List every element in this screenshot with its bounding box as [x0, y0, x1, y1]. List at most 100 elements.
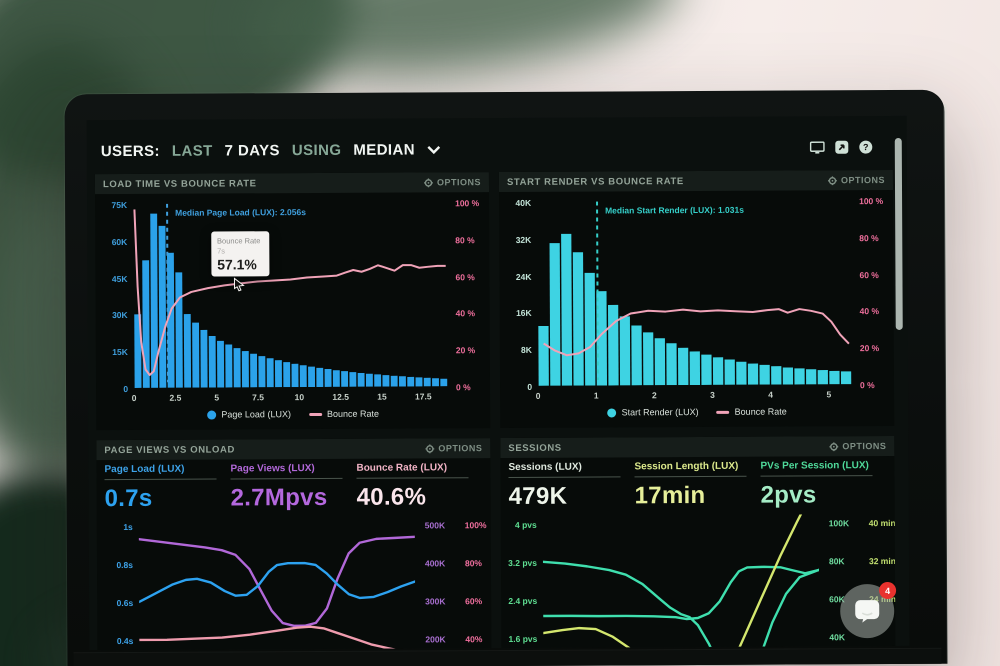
options-button[interactable]: OPTIONS: [827, 175, 885, 186]
median-annotation: Median Page Load (LUX): 2.056s: [175, 207, 306, 218]
axis-tick: 5: [214, 392, 220, 403]
legend: Page Load (LUX) Bounce Rate: [96, 408, 490, 420]
metric-label: PVs Per Session (LUX): [760, 460, 873, 477]
metric: Page Load (LUX) 0.7s: [104, 463, 230, 518]
axis-tick: 40K: [515, 197, 532, 208]
panel-title: LOAD TIME VS BOUNCE RATE: [102, 177, 257, 190]
header-title-segment: MEDIAN: [353, 140, 415, 159]
share-icon[interactable]: [835, 140, 849, 154]
legend-line-marker: [716, 410, 730, 414]
tooltip-x-value: 7s: [217, 246, 226, 256]
legend-label: Bounce Rate: [734, 406, 787, 417]
axis-tick: 1.6 pvs: [508, 633, 538, 644]
metric-value: 40.6%: [356, 483, 427, 511]
right-axis-pair: 200K 40%: [425, 634, 482, 644]
right-axis-pair: 400K 80%: [425, 558, 482, 568]
metric: Bounce Rate (LUX) 40.6%: [356, 462, 482, 517]
options-button[interactable]: OPTIONS: [425, 443, 482, 453]
panel-load-time-vs-bounce-rate: LOAD TIME VS BOUNCE RATE OPTIONS 75K 60K 4…: [94, 172, 491, 431]
axis-tick: 100 %: [859, 196, 884, 207]
metric-label: Page Views (LUX): [230, 462, 343, 480]
header-title-segment: LAST: [171, 142, 213, 160]
plot: [542, 514, 820, 649]
legend-item[interactable]: Bounce Rate: [308, 409, 379, 419]
metric-label: Sessions (LUX): [508, 461, 621, 478]
axis-tick: 32 min: [868, 555, 896, 567]
axis-tick: 2.5: [169, 392, 182, 403]
panel-header: SESSIONS OPTIONS: [500, 435, 895, 459]
axis-tick: 1: [593, 390, 599, 401]
axis-tick: 24K: [515, 271, 532, 282]
laptop-bezel: [73, 647, 942, 666]
metric: Page Views (LUX) 2.7Mpvs: [230, 462, 356, 518]
chat-unread-badge: 4: [879, 581, 897, 600]
axis-tick: 15: [377, 391, 387, 402]
legend-item[interactable]: Page Load (LUX): [207, 409, 291, 419]
metric-row: Page Load (LUX) 0.7s Page Views (LUX) 2.7Mp…: [104, 462, 482, 518]
header-title-segment: USERS:: [100, 142, 160, 160]
axis-tick: 3: [710, 389, 715, 400]
right-axis-pair: 500K 100%: [425, 520, 487, 530]
metric-row: Sessions (LUX) 479K Session Length (LUX) 17…: [508, 460, 886, 516]
plot: [133, 203, 448, 388]
options-label: OPTIONS: [840, 175, 885, 186]
options-label: OPTIONS: [842, 441, 887, 452]
axis-tick: 0 %: [456, 382, 471, 393]
axis-tick: 2: [651, 390, 657, 401]
axis-tick: 10: [294, 392, 305, 403]
header-title-segment: USING: [291, 141, 342, 159]
axis-tick: 300K: [425, 596, 446, 607]
axis-tick: 0: [131, 392, 137, 403]
chevron-down-icon: [427, 145, 441, 154]
hover-tooltip: Bounce Rate 7s 57.1%: [210, 231, 270, 277]
legend-line-marker: [308, 412, 322, 416]
chart-area: 4 pvs 3.2 pvs 2.4 pvs 1.6 pvs 100K 40 min 80K 3…: [501, 514, 896, 649]
axis-tick: 8K: [520, 345, 532, 356]
axis-tick: 5: [826, 389, 832, 400]
axis-tick: 45K: [111, 273, 128, 284]
svg-text:?: ?: [863, 142, 869, 152]
metric: Sessions (LUX) 479K: [508, 461, 634, 516]
metric-label: Bounce Rate (LUX): [356, 462, 469, 479]
legend-item[interactable]: Start Render (LUX): [607, 406, 699, 418]
right-axis-pair: 300K 60%: [425, 596, 482, 606]
cursor-pointer: [233, 277, 245, 292]
axis-tick: 17.5: [414, 391, 432, 402]
legend-label: Start Render (LUX): [621, 406, 699, 418]
options-button[interactable]: OPTIONS: [423, 177, 481, 187]
help-icon[interactable]: ?: [859, 140, 873, 154]
dashboard-header: USERS: LAST 7 DAYS USING MEDIAN ?: [101, 134, 887, 164]
right-axis-pair: 100K 40 min: [829, 518, 896, 528]
axis-tick: 0: [535, 390, 541, 401]
chat-launcher-button[interactable]: 4: [840, 581, 897, 639]
axis-tick: 0 %: [860, 380, 875, 391]
axis-tick: 0.6s: [116, 597, 134, 609]
axis-tick: 100%: [464, 520, 487, 531]
panel-start-render-vs-bounce-rate: START RENDER VS BOUNCE RATE OPTIONS 40K 3…: [498, 169, 895, 429]
axis-tick: 20 %: [455, 345, 476, 356]
axis-tick: 80 %: [859, 232, 879, 243]
display-icon[interactable]: [809, 140, 825, 154]
scrollbar[interactable]: [894, 137, 903, 330]
chart-area: 40K 32K 24K 16K 8K 0 100 % 80 % 60 % 40 % 20 % 0 % 0…: [499, 190, 894, 428]
chat-bubble-icon: [855, 600, 880, 623]
metric-value: 2pvs: [760, 481, 817, 509]
axis-tick: 1s: [123, 521, 133, 533]
axis-tick: 7.5: [252, 392, 264, 403]
axis-tick: 60 %: [455, 271, 475, 282]
panel-title: SESSIONS: [508, 442, 562, 454]
users-range-dropdown[interactable]: USERS: LAST 7 DAYS USING MEDIAN: [101, 141, 441, 160]
options-button[interactable]: OPTIONS: [829, 441, 886, 451]
axis-tick: 0.8s: [116, 559, 133, 571]
panel-page-views-vs-onload: PAGE VIEWS VS ONLOAD OPTIONS Page Load (…: [96, 438, 492, 651]
axis-tick: 12.5: [332, 391, 349, 402]
metric: Session Length (LUX) 17min: [634, 460, 760, 516]
axis-tick: 80%: [464, 558, 483, 569]
axis-tick: 3.2 pvs: [508, 557, 537, 568]
axis-tick: 4: [768, 389, 774, 400]
metric-value: 0.7s: [104, 484, 153, 513]
legend-dot-marker: [607, 407, 617, 417]
axis-tick: 40%: [465, 634, 483, 645]
legend-item[interactable]: Bounce Rate: [716, 406, 787, 417]
